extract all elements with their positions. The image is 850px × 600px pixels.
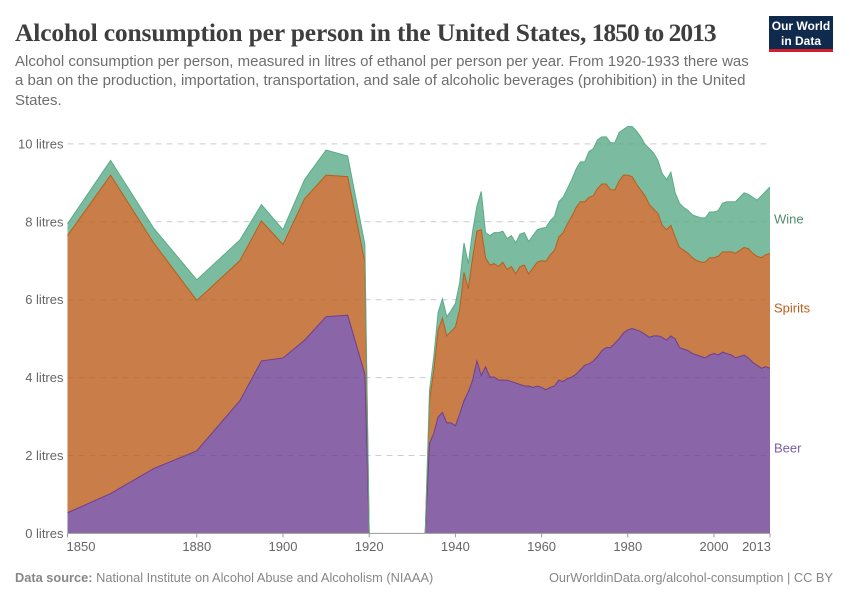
svg-text:2000: 2000: [700, 539, 729, 554]
svg-text:1960: 1960: [527, 539, 556, 554]
svg-text:1920: 1920: [355, 539, 384, 554]
svg-text:6 litres: 6 litres: [25, 292, 64, 307]
svg-text:8 litres: 8 litres: [25, 214, 64, 229]
svg-text:10 litres: 10 litres: [18, 136, 64, 151]
svg-text:4 litres: 4 litres: [25, 370, 64, 385]
svg-text:2013: 2013: [742, 539, 771, 554]
svg-text:Beer: Beer: [774, 441, 802, 456]
svg-text:1980: 1980: [613, 539, 642, 554]
svg-text:1900: 1900: [269, 539, 298, 554]
svg-text:1880: 1880: [182, 539, 211, 554]
svg-text:Spirits: Spirits: [774, 301, 811, 316]
svg-text:2 litres: 2 litres: [25, 448, 64, 463]
svg-text:0 litres: 0 litres: [25, 526, 64, 541]
svg-text:1940: 1940: [441, 539, 470, 554]
svg-text:Wine: Wine: [774, 212, 804, 227]
svg-text:1850: 1850: [67, 539, 96, 554]
